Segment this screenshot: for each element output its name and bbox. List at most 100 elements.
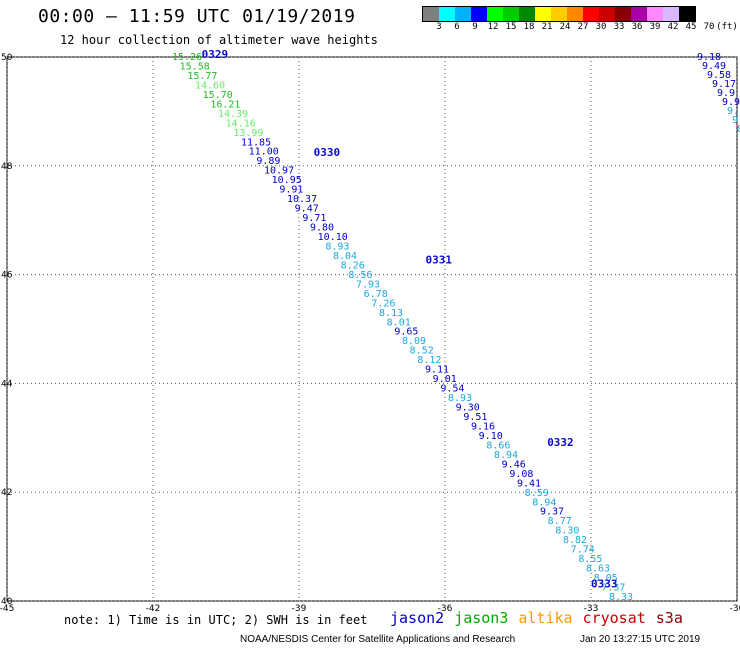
swh-value: 8.26 [341,260,365,271]
swh-value: 15.77 [187,71,217,82]
swh-value: 9.46 [502,459,526,470]
swh-value: 8.66 [486,440,510,451]
swh-value: 8.94 [494,450,518,461]
swh-value: 7.93 [356,279,380,290]
colorbar-swatch [663,7,679,21]
lon-tick-label: -33 [584,604,599,614]
colorbar-label: 21 [541,22,553,32]
swh-value: 8 [737,124,740,135]
colorbar-label: 18 [523,22,535,32]
lat-tick-label: 46 [1,271,13,281]
colorbar-label: 12 [487,22,499,32]
map-subtitle: 12 hour collection of altimeter wave hei… [60,33,378,47]
footer-timestamp: Jan 20 13:27:15 UTC 2019 [580,634,701,645]
swh-value: 7.74 [571,545,595,556]
lon-tick-label: -45 [0,604,14,614]
swh-value: 8.01 [387,317,411,328]
colorbar-swatch [455,7,471,21]
colorbar-label: 6 [454,22,460,32]
swh-value: 9.37 [540,507,564,518]
swh-value: 8.77 [548,516,572,527]
colorbar-swatch [535,7,551,21]
swh-value: 8.12 [417,355,441,366]
swh-value: 8.04 [333,251,357,262]
swh-value: 15.58 [180,61,210,72]
lon-tick-label: -30 [730,604,740,614]
legend-entry: jason3 [454,609,509,627]
swh-value: 9.10 [479,431,503,442]
legend-entry: cryosat [582,609,646,627]
colorbar-swatch [567,7,583,21]
swh-value: 8.13 [379,308,403,319]
swh-value: 9.08 [509,469,533,480]
colorbar-label: 24 [559,22,571,32]
swh-value: 8.09 [402,336,426,347]
swh-value: 8.33 [609,592,633,603]
swh-value: 8.93 [325,241,349,252]
swh-value: 9.9 [722,97,740,108]
swh-value: 8.52 [410,346,434,357]
lat-tick-label: 40 [1,597,13,607]
colorbar-label: 3 [436,22,442,32]
swh-value: 7.26 [371,298,395,309]
swh-value: 8.94 [532,497,556,508]
swh-value: 9.54 [440,384,464,395]
map-frame [6,56,738,602]
legend-entry: s3a [655,609,683,627]
colorbar-label: 9 [472,22,478,32]
colorbar-swatch [439,7,455,21]
footer-credit: NOAA/NESDIS Center for Satellite Applica… [240,634,516,645]
colorbar-label: (ft) [716,22,738,32]
swh-value: 9.9 [717,88,735,99]
swh-value: 9.11 [425,365,449,376]
colorbar-label: 45 [685,22,697,32]
colorbar [422,6,696,22]
legend-entry: jason2 [390,609,445,627]
pass-time-label: 0331 [426,254,453,267]
note-text: note: 1) Time is in UTC; 2) SWH is in fe… [64,613,368,627]
colorbar-label: 15 [505,22,517,32]
swh-value: 11.00 [249,147,279,158]
swh-value: 9.51 [463,412,487,423]
swh-value: 9.49 [702,61,726,72]
colorbar-label: 39 [649,22,661,32]
lat-tick-label: 42 [1,488,12,498]
swh-value: 9.80 [310,223,334,234]
swh-value: 9 [732,115,738,126]
swh-value: 14.60 [195,80,225,91]
swh-value: 9.58 [707,70,731,81]
swh-value: 9.41 [517,478,541,489]
swh-value: 9.71 [302,213,326,224]
swh-value: 10.10 [318,232,348,243]
swh-value: 10.37 [287,194,317,205]
swh-value: 9.16 [471,421,495,432]
swh-value: 8.30 [555,526,579,537]
satellite-legend: jason2 jason3 altika cryosat s3a [390,609,693,627]
swh-value: 9.17 [712,79,736,90]
colorbar-swatch [615,7,631,21]
swh-value: 9.30 [456,403,480,414]
swh-value: 8.56 [348,270,372,281]
colorbar-swatch [471,7,487,21]
pass-time-label: 0329 [202,48,229,61]
swh-value: 9. [727,106,739,117]
swh-value: 11.85 [241,137,271,148]
swh-value: 15.70 [203,90,233,101]
swh-value: 6.78 [364,289,388,300]
legend-entry: altika [518,609,573,627]
colorbar-swatch [487,7,503,21]
colorbar-label: 36 [631,22,643,32]
swh-value: 14.39 [218,109,248,120]
colorbar-swatch [423,7,439,21]
lon-tick-label: -42 [146,604,161,614]
pass-time-label: 0333 [591,577,618,590]
swh-value: 7.37 [601,583,625,594]
colorbar-swatch [503,7,519,21]
lon-tick-label: -36 [438,604,453,614]
footer: NOAA/NESDIS Center for Satellite Applica… [240,634,700,645]
swh-value: 10.95 [272,175,302,186]
lat-tick-label: 50 [1,53,13,63]
swh-value: 8.63 [586,564,610,575]
swh-value: 13.99 [233,128,263,139]
swh-value: 9.65 [394,327,418,338]
